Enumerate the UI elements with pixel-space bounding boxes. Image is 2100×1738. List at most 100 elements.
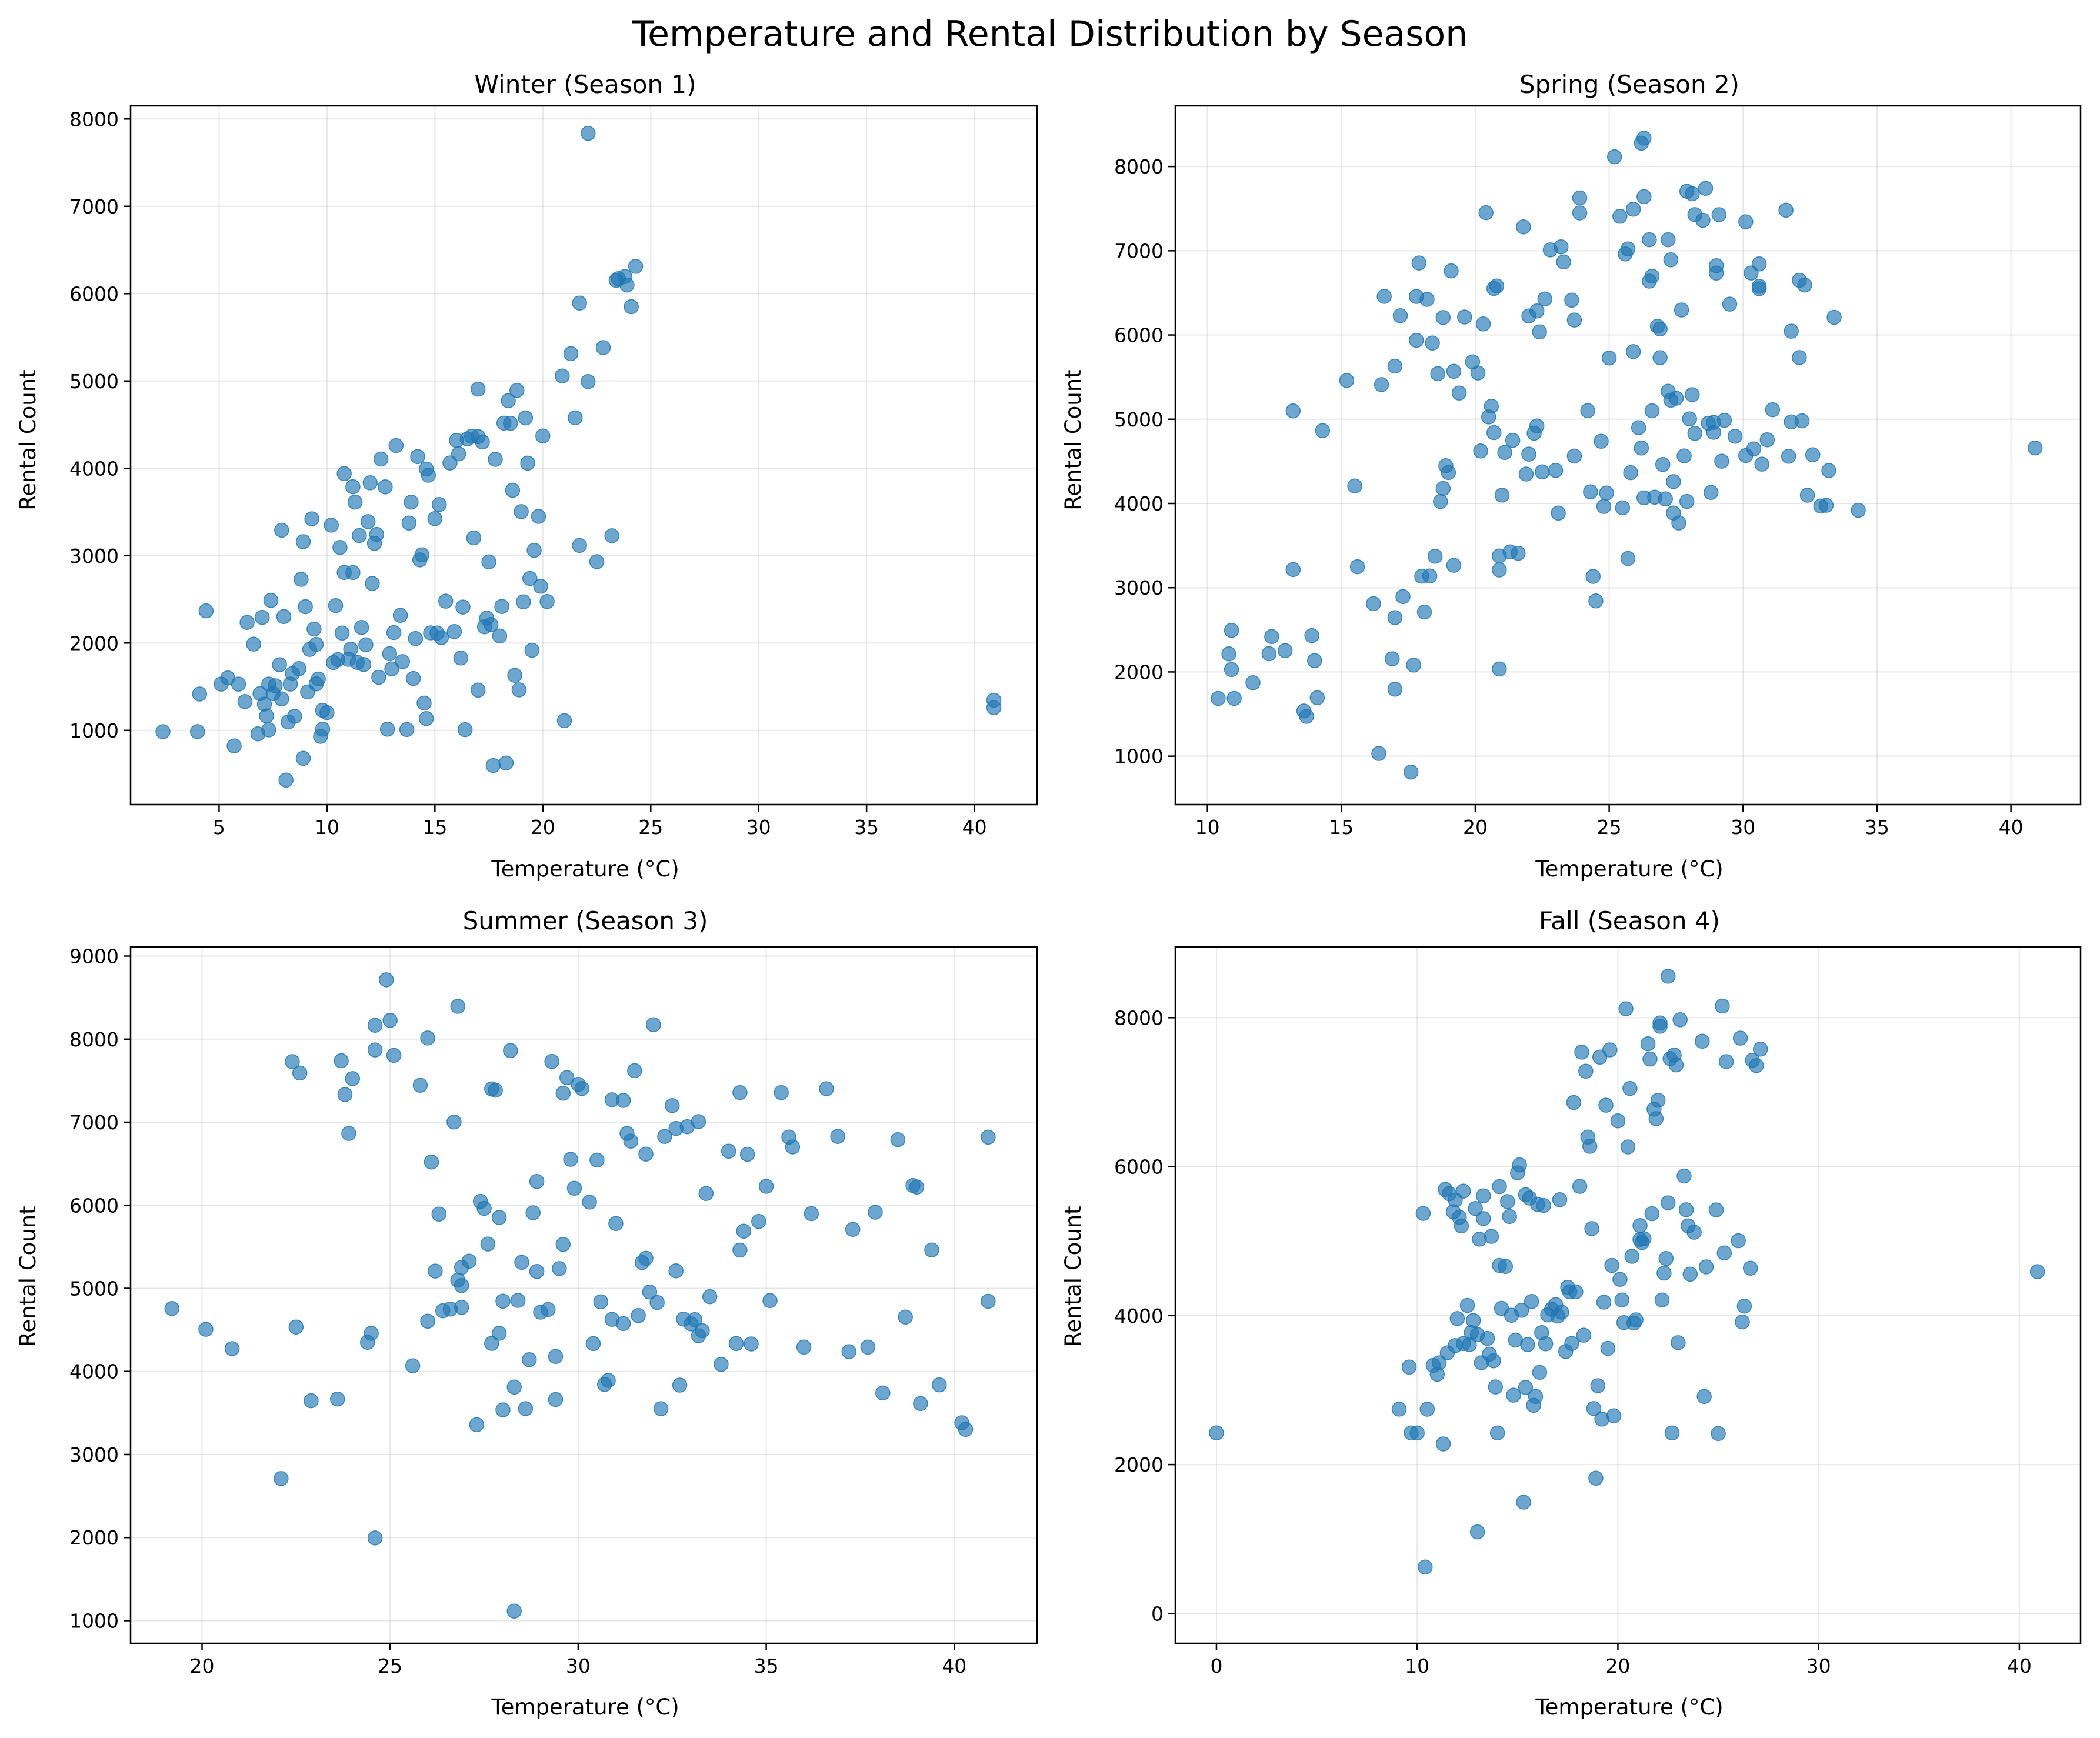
data-point — [1576, 1327, 1592, 1343]
data-point — [841, 1344, 857, 1359]
data-point — [431, 497, 447, 512]
data-point — [1636, 1231, 1652, 1246]
data-point — [1686, 1225, 1702, 1240]
data-point — [1676, 1168, 1692, 1184]
data-point — [1518, 466, 1534, 482]
y-tick-label: 5000 — [69, 1277, 119, 1300]
data-point — [343, 641, 358, 657]
data-point — [1794, 413, 1810, 429]
subplot-winter: Winter (Season 1) Temperature (°C) Renta… — [15, 70, 1038, 882]
data-point — [514, 1255, 529, 1270]
data-point — [582, 1195, 597, 1210]
data-point — [1826, 309, 1842, 325]
data-point — [356, 657, 372, 672]
data-point — [470, 381, 486, 397]
data-point — [454, 1300, 469, 1315]
data-point — [544, 1053, 559, 1069]
data-point — [958, 1422, 974, 1437]
data-point — [1708, 1202, 1724, 1217]
data-point — [1623, 465, 1638, 481]
y-tick-label: 3000 — [1114, 576, 1164, 599]
data-point — [358, 637, 374, 652]
data-point — [1718, 1054, 1734, 1069]
data-point — [668, 1263, 684, 1279]
data-point — [1479, 1330, 1495, 1346]
data-point — [1299, 709, 1314, 724]
data-point — [1784, 323, 1799, 339]
data-point — [461, 1253, 477, 1269]
x-tick-label: 40 — [962, 816, 987, 839]
data-point — [1488, 1379, 1504, 1395]
data-point — [721, 1143, 736, 1159]
data-point — [475, 434, 490, 450]
data-point — [1435, 310, 1451, 325]
data-point — [401, 515, 417, 531]
x-axis-label: Temperature (°C) — [491, 1694, 679, 1720]
data-point — [762, 1293, 778, 1309]
data-point — [1602, 1042, 1618, 1058]
data-point — [548, 1349, 564, 1365]
data-point — [324, 518, 339, 533]
data-point — [1727, 429, 1743, 444]
data-point — [1685, 186, 1700, 202]
data-point — [563, 346, 579, 362]
data-point — [555, 1085, 571, 1101]
data-point — [1606, 149, 1622, 165]
data-point — [608, 1216, 624, 1231]
data-point — [395, 654, 411, 669]
scatter-series — [164, 972, 996, 1619]
scatter-series — [1209, 969, 2045, 1575]
data-point — [1632, 1217, 1648, 1233]
data-point — [1261, 646, 1277, 662]
x-tick-label: 35 — [754, 1654, 779, 1677]
y-axis-label: Rental Count — [15, 1206, 41, 1346]
data-point — [1642, 1051, 1658, 1067]
y-axis-label: Rental Count — [1061, 1206, 1086, 1346]
y-tick-label: 6000 — [1114, 1156, 1164, 1179]
data-point — [1660, 969, 1676, 984]
data-point — [555, 368, 570, 383]
data-point — [362, 475, 378, 491]
data-point — [354, 620, 369, 635]
data-point — [1387, 682, 1403, 697]
data-point — [315, 722, 331, 737]
data-point — [1449, 1311, 1465, 1326]
data-point — [535, 428, 551, 443]
data-point — [1590, 1378, 1606, 1393]
y-axis-label: Rental Count — [1061, 369, 1086, 510]
data-point — [1604, 1257, 1619, 1273]
data-point — [1652, 321, 1668, 337]
data-point — [1711, 1426, 1726, 1442]
data-point — [454, 1277, 469, 1293]
data-point — [1422, 568, 1438, 583]
data-point — [1580, 403, 1595, 419]
y-tick-label: 5000 — [1114, 408, 1164, 431]
data-point — [1606, 1408, 1622, 1423]
data-point — [1468, 1200, 1483, 1216]
x-tick-label: 35 — [1865, 816, 1889, 839]
y-axis-label: Rental Count — [15, 369, 41, 510]
subplot-summer: Summer (Season 3) Temperature (°C) Renta… — [15, 906, 1038, 1720]
data-point — [2029, 1264, 2045, 1279]
data-point — [1668, 391, 1684, 406]
y-tick-label: 2000 — [1114, 660, 1164, 683]
y-tick-label: 8000 — [69, 108, 119, 131]
data-point — [1624, 1249, 1640, 1264]
data-point — [593, 1294, 609, 1310]
data-point — [239, 615, 255, 630]
data-point — [485, 758, 501, 773]
data-point — [1666, 474, 1681, 489]
data-point — [1446, 363, 1462, 379]
x-tick-label: 10 — [1405, 1654, 1429, 1677]
data-point — [1636, 189, 1652, 205]
data-point — [714, 1356, 729, 1372]
data-point — [1489, 278, 1505, 293]
data-point — [457, 722, 473, 738]
data-point — [627, 1063, 642, 1079]
data-point — [736, 1223, 752, 1239]
data-point — [334, 625, 350, 641]
data-point — [420, 1030, 435, 1046]
data-point — [1376, 289, 1392, 304]
data-point — [522, 1352, 537, 1367]
data-point — [628, 259, 644, 274]
